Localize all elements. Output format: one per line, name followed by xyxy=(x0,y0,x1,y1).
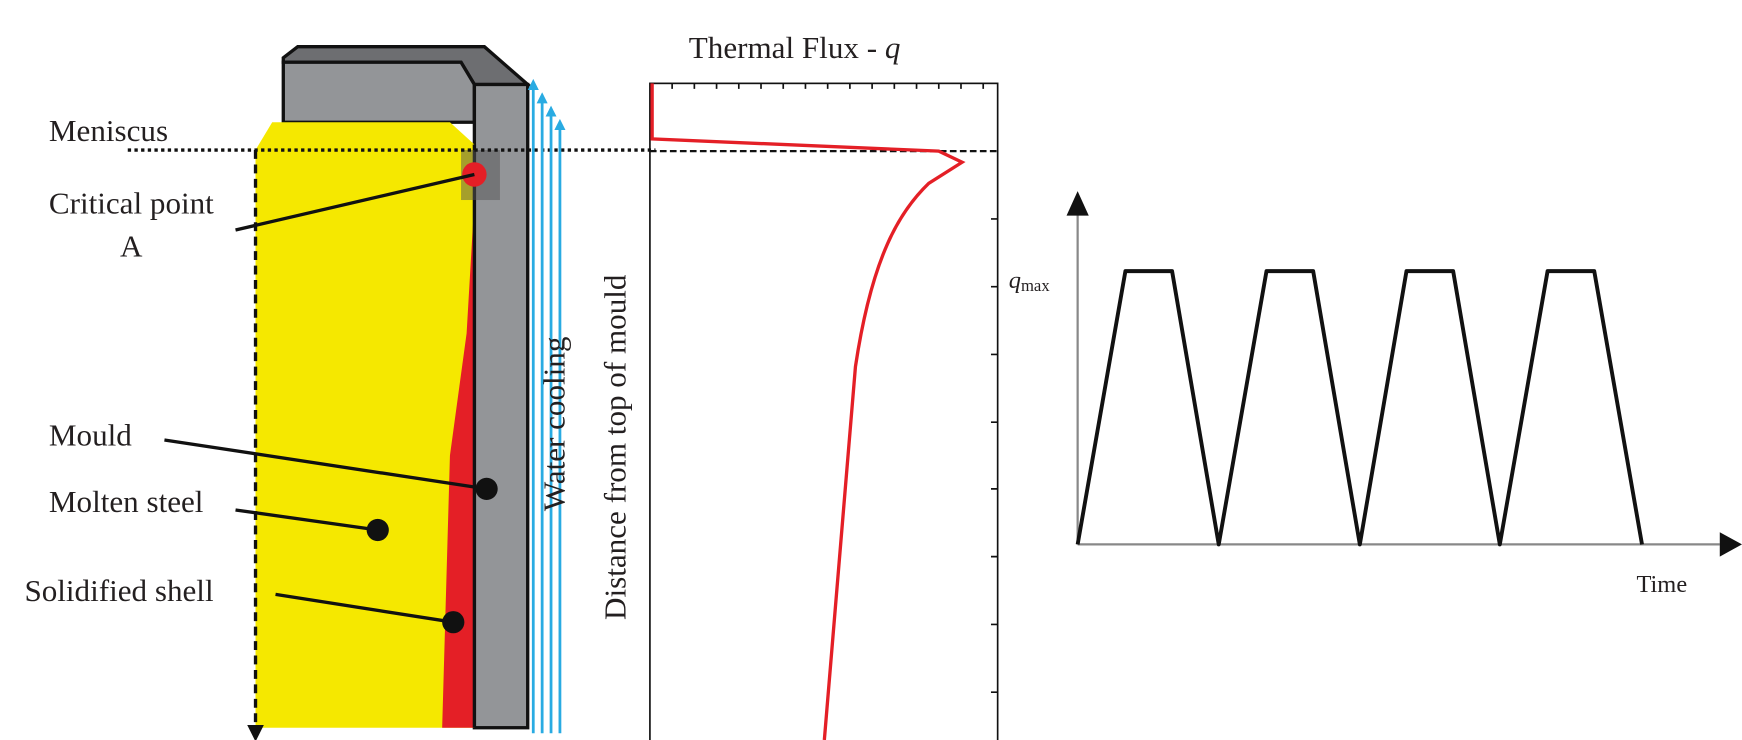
critical-point-label: Critical point xyxy=(49,185,214,220)
molten-steel-label: Molten steel xyxy=(49,484,204,519)
qmax-label: qmax xyxy=(1009,267,1051,295)
flux-title-text: Thermal Flux - xyxy=(689,30,885,65)
flux-title-symbol: q xyxy=(885,30,901,65)
solidified-shell-label: Solidified shell xyxy=(24,573,214,608)
water-cooling-label: Water cooling xyxy=(536,337,571,511)
meniscus-label: Meniscus xyxy=(49,113,168,148)
flux-title: Thermal Flux - q xyxy=(689,30,901,65)
mould-drawing xyxy=(127,45,656,740)
qmax-subscript: max xyxy=(1021,276,1050,295)
critical-point-letter: A xyxy=(120,229,143,264)
flux-plot: Thermal Flux - q Distance from top of mo… xyxy=(597,30,999,740)
flux-y-label: Distance from top of mould xyxy=(597,274,632,620)
time-label: Time xyxy=(1636,571,1687,598)
qmax-symbol: q xyxy=(1009,267,1021,294)
mould-label: Mould xyxy=(49,418,132,453)
time-plot: qmax Time xyxy=(1009,191,1742,598)
